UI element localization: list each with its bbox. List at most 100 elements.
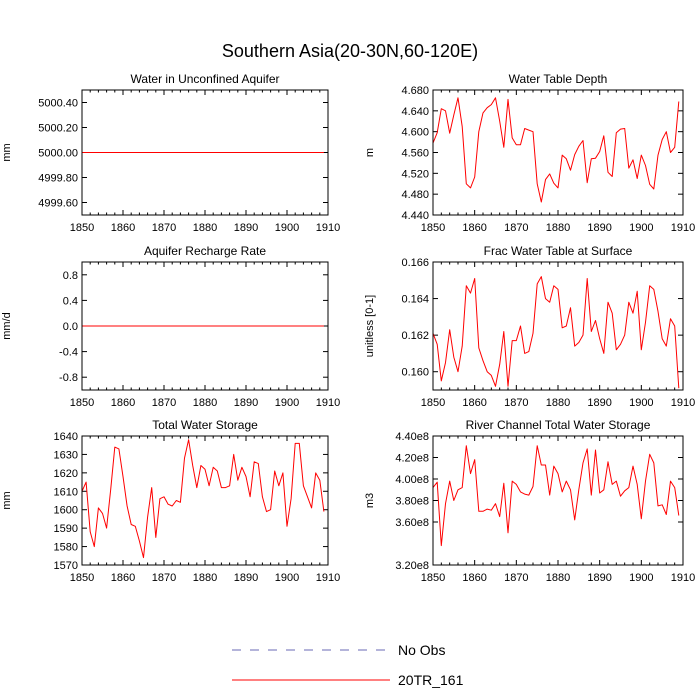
y-tick-label: 4.600: [401, 127, 429, 139]
legend-label: 20TR_161: [398, 672, 464, 688]
x-tick-label: 1860: [462, 222, 486, 234]
y-tick-label: 0.164: [401, 294, 429, 306]
y-axis-label: m3: [364, 493, 376, 508]
y-tick-label: 1570: [54, 560, 78, 572]
y-tick-label: -0.4: [59, 347, 78, 359]
figure-title: Southern Asia(20-30N,60-120E): [222, 41, 478, 61]
x-tick-label: 1890: [587, 572, 611, 584]
x-tick-label: 1900: [275, 397, 299, 409]
x-tick-label: 1890: [234, 572, 258, 584]
x-tick-label: 1850: [421, 397, 445, 409]
y-tick-label: 4.520: [401, 168, 429, 180]
y-tick-label: 1630: [54, 449, 78, 461]
y-tick-label: 1590: [54, 523, 78, 535]
x-tick-label: 1890: [234, 222, 258, 234]
y-tick-label: 5000.20: [38, 123, 78, 135]
x-tick-label: 1900: [629, 397, 653, 409]
panel-title: Water in Unconfined Aquifer: [131, 72, 280, 86]
y-tick-label: 0.0: [63, 321, 78, 333]
x-tick-label: 1900: [629, 222, 653, 234]
x-tick-label: 1890: [587, 397, 611, 409]
x-tick-label: 1910: [316, 572, 340, 584]
y-tick-label: 4.480: [401, 189, 429, 201]
plot-frame: [432, 89, 684, 216]
y-tick-label: 0.166: [401, 257, 429, 269]
y-tick-label: 1620: [54, 468, 78, 480]
plot-frame: [432, 435, 684, 566]
panel-title: Aquifer Recharge Rate: [144, 244, 266, 258]
x-tick-label: 1910: [671, 397, 695, 409]
x-tick-label: 1860: [462, 572, 486, 584]
y-axis-label: mm: [1, 491, 13, 509]
x-tick-label: 1910: [316, 397, 340, 409]
x-tick-label: 1890: [234, 397, 258, 409]
x-tick-label: 1860: [462, 397, 486, 409]
series-line-20tr-161: [81, 439, 325, 559]
y-tick-label: 5000.40: [38, 98, 78, 110]
y-tick-label: 1580: [54, 542, 78, 554]
x-tick-label: 1900: [275, 572, 299, 584]
y-axis-label: mm: [1, 143, 13, 161]
x-tick-label: 1850: [70, 397, 94, 409]
panel-2: Water Table Depth m 1850 1860 1870 1880 1890 19…: [364, 72, 695, 234]
y-tick-label: 4.640: [401, 106, 429, 118]
series-line-20tr-161: [432, 276, 680, 389]
x-tick-label: 1900: [629, 572, 653, 584]
x-tick-label: 1900: [275, 222, 299, 234]
x-tick-label: 1880: [546, 397, 570, 409]
x-tick-label: 1850: [421, 222, 445, 234]
x-tick-label: 1870: [152, 222, 176, 234]
x-tick-label: 1880: [546, 222, 570, 234]
x-tick-label: 1870: [504, 572, 528, 584]
x-tick-label: 1880: [193, 572, 217, 584]
y-tick-label: 4.40e8: [395, 431, 429, 443]
panel-4: Frac Water Table at Surface unitless [0-1…: [364, 244, 695, 409]
x-tick-label: 1880: [546, 572, 570, 584]
x-tick-label: 1870: [152, 572, 176, 584]
y-tick-label: 1600: [54, 505, 78, 517]
panel-1: Water in Unconfined Aquifer mm 1850 1860 187…: [1, 72, 340, 234]
x-tick-label: 1910: [671, 222, 695, 234]
x-tick-label: 1870: [504, 397, 528, 409]
y-tick-label: 4.680: [401, 85, 429, 97]
y-tick-label: 1640: [54, 431, 78, 443]
x-tick-label: 1880: [193, 222, 217, 234]
x-tick-label: 1850: [70, 222, 94, 234]
y-tick-label: 4.20e8: [395, 453, 429, 465]
y-tick-label: 5000.00: [38, 148, 78, 160]
x-tick-label: 1860: [111, 222, 135, 234]
panels: Water in Unconfined Aquifer mm 1850 1860 187…: [1, 72, 695, 584]
y-tick-label: 0.160: [401, 367, 429, 379]
panel-title: Total Water Storage: [152, 418, 258, 432]
y-tick-label: 4999.60: [38, 198, 78, 210]
panel-title: River Channel Total Water Storage: [466, 418, 651, 432]
x-tick-label: 1860: [111, 572, 135, 584]
legend-label: No Obs: [398, 642, 445, 658]
y-tick-label: 3.60e8: [395, 517, 429, 529]
series-line-20tr-161: [432, 445, 680, 547]
x-tick-label: 1870: [504, 222, 528, 234]
panel-5: Total Water Storage mm 1850 1860 1870 1880 189…: [1, 418, 340, 584]
x-tick-label: 1850: [421, 572, 445, 584]
plot-frame: [432, 261, 684, 391]
panel-6: River Channel Total Water Storage m3 1850 1…: [364, 418, 695, 584]
x-tick-label: 1850: [70, 572, 94, 584]
y-tick-label: 4.440: [401, 210, 429, 222]
y-tick-label: 4.560: [401, 148, 429, 160]
legend: No Obs 20TR_161: [232, 642, 464, 688]
x-tick-label: 1890: [587, 222, 611, 234]
y-tick-label: 4999.80: [38, 173, 78, 185]
x-tick-label: 1910: [316, 222, 340, 234]
plot-frame: [81, 89, 329, 216]
plot-frame: [81, 435, 329, 566]
x-tick-label: 1910: [671, 572, 695, 584]
y-tick-label: 0.162: [401, 330, 429, 342]
y-tick-label: 0.8: [63, 270, 78, 282]
plot-frame: [81, 261, 329, 391]
y-tick-label: 0.4: [63, 295, 78, 307]
y-axis-label: mm/d: [1, 312, 13, 340]
series-line-20tr-161: [432, 97, 680, 203]
panel-title: Frac Water Table at Surface: [484, 244, 633, 258]
y-axis-label: m: [364, 148, 376, 157]
